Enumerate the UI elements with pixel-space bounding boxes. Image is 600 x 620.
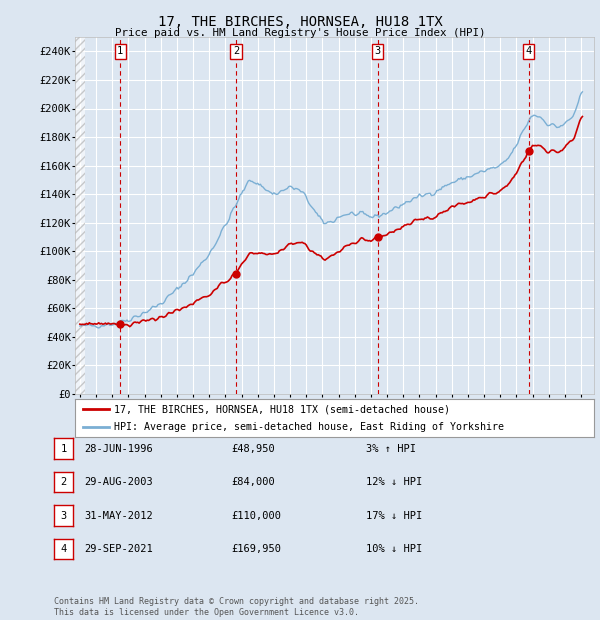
Text: 17, THE BIRCHES, HORNSEA, HU18 1TX (semi-detached house): 17, THE BIRCHES, HORNSEA, HU18 1TX (semi… (114, 404, 450, 414)
Text: £169,950: £169,950 (231, 544, 281, 554)
Text: 3: 3 (374, 46, 381, 56)
Text: 28-JUN-1996: 28-JUN-1996 (84, 444, 153, 454)
Text: 4: 4 (61, 544, 67, 554)
Text: 17% ↓ HPI: 17% ↓ HPI (366, 511, 422, 521)
Text: 4: 4 (526, 46, 532, 56)
Text: £84,000: £84,000 (231, 477, 275, 487)
Text: Contains HM Land Registry data © Crown copyright and database right 2025.
This d: Contains HM Land Registry data © Crown c… (54, 598, 419, 617)
Text: 12% ↓ HPI: 12% ↓ HPI (366, 477, 422, 487)
Text: £110,000: £110,000 (231, 511, 281, 521)
Text: 10% ↓ HPI: 10% ↓ HPI (366, 544, 422, 554)
Text: 29-SEP-2021: 29-SEP-2021 (84, 544, 153, 554)
Text: 3: 3 (61, 510, 67, 521)
Text: 2: 2 (61, 477, 67, 487)
Text: 2: 2 (233, 46, 239, 56)
Text: 1: 1 (61, 443, 67, 454)
Text: Price paid vs. HM Land Registry's House Price Index (HPI): Price paid vs. HM Land Registry's House … (115, 28, 485, 38)
Text: 1: 1 (117, 46, 124, 56)
Text: HPI: Average price, semi-detached house, East Riding of Yorkshire: HPI: Average price, semi-detached house,… (114, 422, 504, 433)
Text: 29-AUG-2003: 29-AUG-2003 (84, 477, 153, 487)
Text: 3% ↑ HPI: 3% ↑ HPI (366, 444, 416, 454)
Text: £48,950: £48,950 (231, 444, 275, 454)
Text: 31-MAY-2012: 31-MAY-2012 (84, 511, 153, 521)
Text: 17, THE BIRCHES, HORNSEA, HU18 1TX: 17, THE BIRCHES, HORNSEA, HU18 1TX (158, 16, 442, 30)
